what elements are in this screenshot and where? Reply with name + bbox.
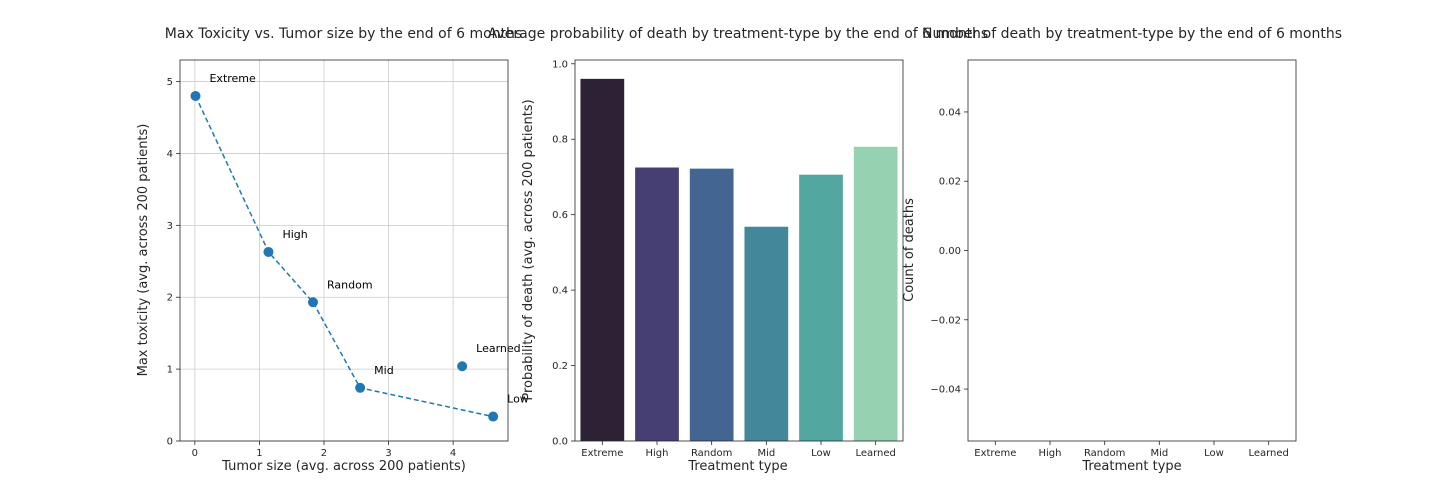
x-tick-label: 4 [450,448,456,459]
count-ylabel: Count of deaths [902,198,917,302]
x-tick-label: Mid [757,448,775,459]
probability-bars [580,78,898,442]
x-tick-label: Extreme [974,448,1016,459]
probability-bar [689,168,734,441]
probability-ylabel: Probability of death (avg. across 200 pa… [521,99,536,400]
scatter-point [488,411,499,422]
x-tick-label: Learned [855,448,895,459]
y-tick-label: 0.4 [552,286,568,297]
y-tick-label: 0.2 [552,361,568,372]
y-tick-label: 0.6 [552,210,568,221]
y-tick-label: 4 [167,149,173,160]
scatter-grid [180,60,508,442]
y-tick-label: 5 [167,77,173,88]
scatter-point [308,297,319,308]
x-tick-label: Extreme [581,448,623,459]
x-tick-label: Low [1204,448,1224,459]
count-ticks: Extreme High Random Mid Low Learned −0.04 −0.02… [930,107,1289,459]
scatter-point-label: Random [327,278,373,291]
probability-axes-frame [574,59,904,442]
probability-bar [744,226,789,441]
scatter-point-labels: Extreme High Random Mid Learned Low [209,72,528,406]
y-tick-label: 0.04 [939,107,961,118]
y-tick-label: 0.8 [552,135,568,146]
x-tick-label: High [646,448,669,459]
y-tick-label: 1.0 [552,59,568,70]
y-tick-label: 0.0 [552,437,568,448]
scatter-point-label: Mid [374,364,394,377]
x-tick-label: 0 [192,448,198,459]
x-tick-label: 3 [385,448,391,459]
scatter-point-label: Learned [476,342,521,355]
scatter-point-label: Extreme [209,72,256,85]
y-tick-label: 2 [167,293,173,304]
probability-bar [799,174,843,441]
scatter-points [190,90,499,422]
x-tick-label: Learned [1248,448,1288,459]
scatter-axes-frame [179,59,509,442]
count-axes-frame [967,59,1297,442]
scatter-panel: Max Toxicity vs. Tumor size by the end o… [136,26,529,474]
x-tick-label: Random [691,448,732,459]
y-tick-label: 0.02 [939,177,961,188]
y-tick-label: −0.02 [930,315,961,326]
probability-title: Average probability of death by treatmen… [488,26,988,42]
x-tick-label: 1 [256,448,262,459]
y-tick-label: −0.04 [930,385,961,396]
count-bar-panel: Number of death by treatment-type by the… [902,26,1342,474]
scatter-point-label: High [282,228,307,241]
x-tick-label: Random [1084,448,1125,459]
scatter-ylabel: Max toxicity (avg. across 200 patients) [136,124,151,377]
count-xlabel: Treatment type [1081,459,1181,474]
scatter-point [263,246,274,257]
y-tick-label: 0.00 [939,246,961,257]
scatter-point [190,90,201,101]
x-tick-label: Low [811,448,831,459]
probability-ticks: Extreme High Random Mid Low Learned 0.0 0.2 0.4 0… [552,59,896,459]
scatter-ticks: 0 1 2 3 4 0 1 2 3 4 5 [167,77,457,459]
x-tick-label: 2 [321,448,327,459]
probability-xlabel: Treatment type [687,459,787,474]
x-tick-label: High [1039,448,1062,459]
y-tick-label: 3 [167,221,173,232]
scatter-point [355,382,366,393]
scatter-point [457,361,468,372]
x-tick-label: Mid [1150,448,1168,459]
probability-bar [853,146,898,441]
scatter-point-label: Low [507,393,529,406]
count-title: Number of death by treatment-type by the… [922,26,1342,42]
y-tick-label: 0 [167,437,173,448]
probability-bar-panel: Average probability of death by treatmen… [488,26,988,474]
probability-bar [580,78,625,441]
probability-bar [635,167,679,442]
y-tick-label: 1 [167,365,173,376]
scatter-connecting-line [194,95,494,418]
scatter-xlabel: Tumor size (avg. across 200 patients) [221,459,466,474]
scatter-title: Max Toxicity vs. Tumor size by the end o… [165,26,522,42]
